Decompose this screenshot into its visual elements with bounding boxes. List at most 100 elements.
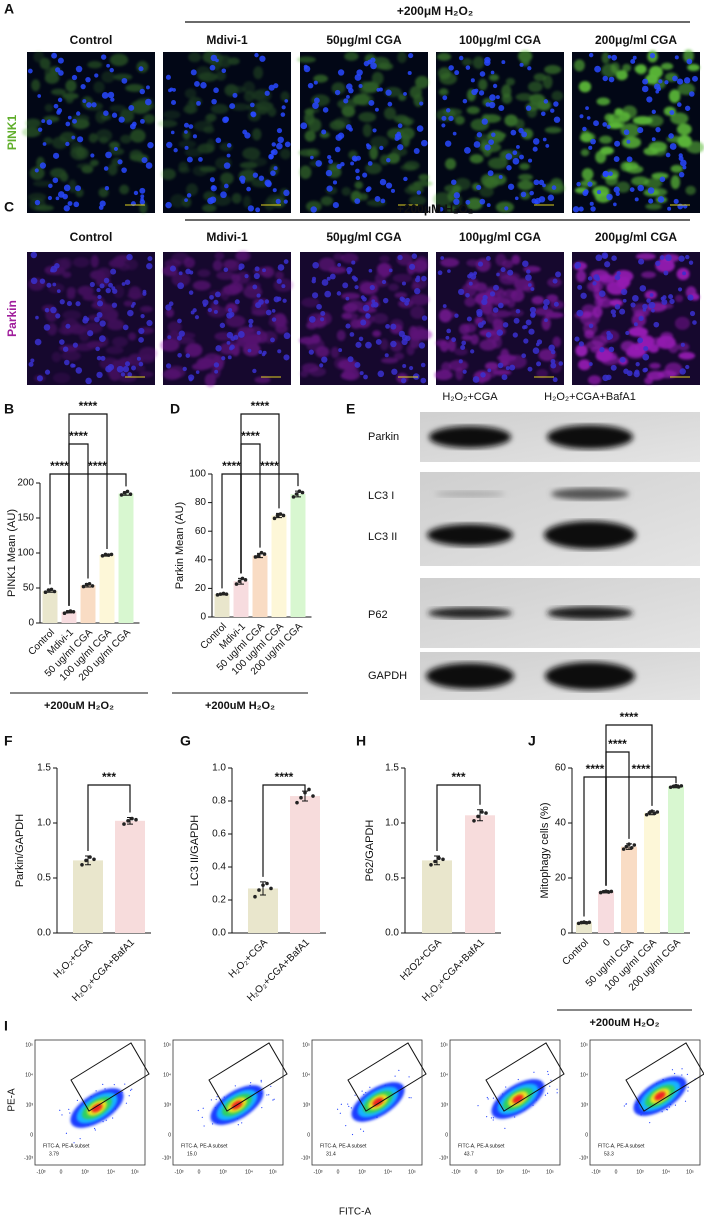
- nucleus: [66, 301, 72, 307]
- nucleus: [400, 377, 407, 384]
- cell: [439, 340, 450, 352]
- nucleus: [57, 108, 63, 113]
- nucleus: [338, 348, 343, 353]
- nucleus: [522, 260, 529, 267]
- event: [202, 1107, 204, 1109]
- cells: [296, 51, 433, 212]
- nucleus: [52, 152, 60, 159]
- nucleus: [374, 196, 381, 202]
- cell: [434, 369, 453, 381]
- nucleus: [548, 344, 555, 352]
- nucleus: [613, 156, 620, 162]
- cell: [503, 289, 517, 299]
- gate-percentage: 53.3: [604, 1151, 614, 1157]
- y-tick-label: 150: [17, 513, 34, 524]
- nucleus: [592, 281, 597, 286]
- cell: [415, 75, 429, 89]
- event: [125, 1102, 127, 1104]
- nucleus: [480, 372, 486, 378]
- nucleus: [82, 99, 87, 104]
- nucleus: [525, 105, 532, 111]
- nucleus: [588, 145, 593, 150]
- data-point: [297, 489, 302, 493]
- significance-label: ***: [451, 770, 465, 784]
- column-title: 100μg/ml CGA: [459, 33, 541, 47]
- nucleus: [551, 185, 557, 190]
- nucleus: [76, 111, 81, 116]
- data-point: [294, 492, 299, 496]
- nucleus: [485, 332, 492, 338]
- data-point: [253, 555, 258, 559]
- nucleus: [320, 317, 325, 322]
- cell: [581, 168, 594, 181]
- nucleus: [310, 206, 317, 213]
- event: [487, 1098, 489, 1100]
- nucleus: [521, 131, 528, 138]
- cell: [72, 257, 90, 268]
- nucleus: [496, 329, 504, 336]
- nucleus: [552, 278, 558, 284]
- nucleus: [273, 296, 280, 303]
- event: [105, 1119, 107, 1121]
- cell: [678, 351, 696, 360]
- data-point: [88, 855, 92, 859]
- significance-bracket: [605, 776, 677, 886]
- nucleus: [351, 260, 356, 265]
- cell: [340, 253, 359, 264]
- nucleus: [678, 171, 685, 178]
- cell: [178, 140, 197, 149]
- nucleus: [543, 99, 549, 104]
- nucleus: [147, 141, 154, 149]
- nucleus: [658, 79, 663, 84]
- data-point: [624, 844, 629, 849]
- cell: [685, 185, 696, 196]
- significance-label: ***: [102, 770, 116, 784]
- nucleus: [595, 254, 603, 262]
- cell: [455, 367, 464, 381]
- cell: [128, 286, 142, 300]
- bar: [668, 786, 684, 933]
- nucleus: [385, 89, 392, 96]
- nucleus: [264, 90, 270, 96]
- nucleus: [136, 356, 141, 361]
- nucleus: [629, 187, 635, 193]
- cell: [298, 148, 318, 157]
- nucleus: [127, 309, 134, 317]
- event: [550, 1079, 552, 1081]
- cell: [216, 271, 235, 280]
- nucleus: [512, 332, 518, 338]
- cell: [354, 181, 364, 189]
- event: [210, 1099, 212, 1101]
- event: [517, 1078, 519, 1081]
- nucleus: [178, 271, 183, 276]
- nucleus: [544, 318, 548, 323]
- nucleus: [646, 96, 653, 103]
- nucleus: [580, 292, 587, 299]
- nucleus: [250, 102, 255, 108]
- group-header: +200μM H₂O₂: [397, 202, 473, 216]
- nucleus: [345, 323, 351, 329]
- density-ring: [91, 1103, 103, 1113]
- panel-label: F: [4, 733, 13, 749]
- cell: [587, 280, 604, 292]
- y-tick-label: 10⁴: [163, 1072, 171, 1078]
- nucleus: [214, 369, 219, 374]
- nucleus: [587, 276, 593, 281]
- cell: [643, 147, 659, 156]
- data-point: [62, 611, 67, 615]
- nucleus: [414, 288, 421, 295]
- significance-label: ****: [251, 399, 270, 413]
- cell: [119, 184, 130, 195]
- nucleus: [207, 307, 213, 313]
- nucleus: [362, 172, 368, 178]
- nucleus: [170, 99, 177, 106]
- cell: [331, 82, 346, 95]
- cell: [501, 259, 514, 269]
- data-point: [476, 814, 480, 819]
- nucleus: [48, 183, 53, 189]
- event: [266, 1094, 268, 1096]
- nucleus: [55, 196, 60, 201]
- event: [490, 1117, 493, 1119]
- data-point: [65, 610, 70, 614]
- event: [547, 1070, 549, 1073]
